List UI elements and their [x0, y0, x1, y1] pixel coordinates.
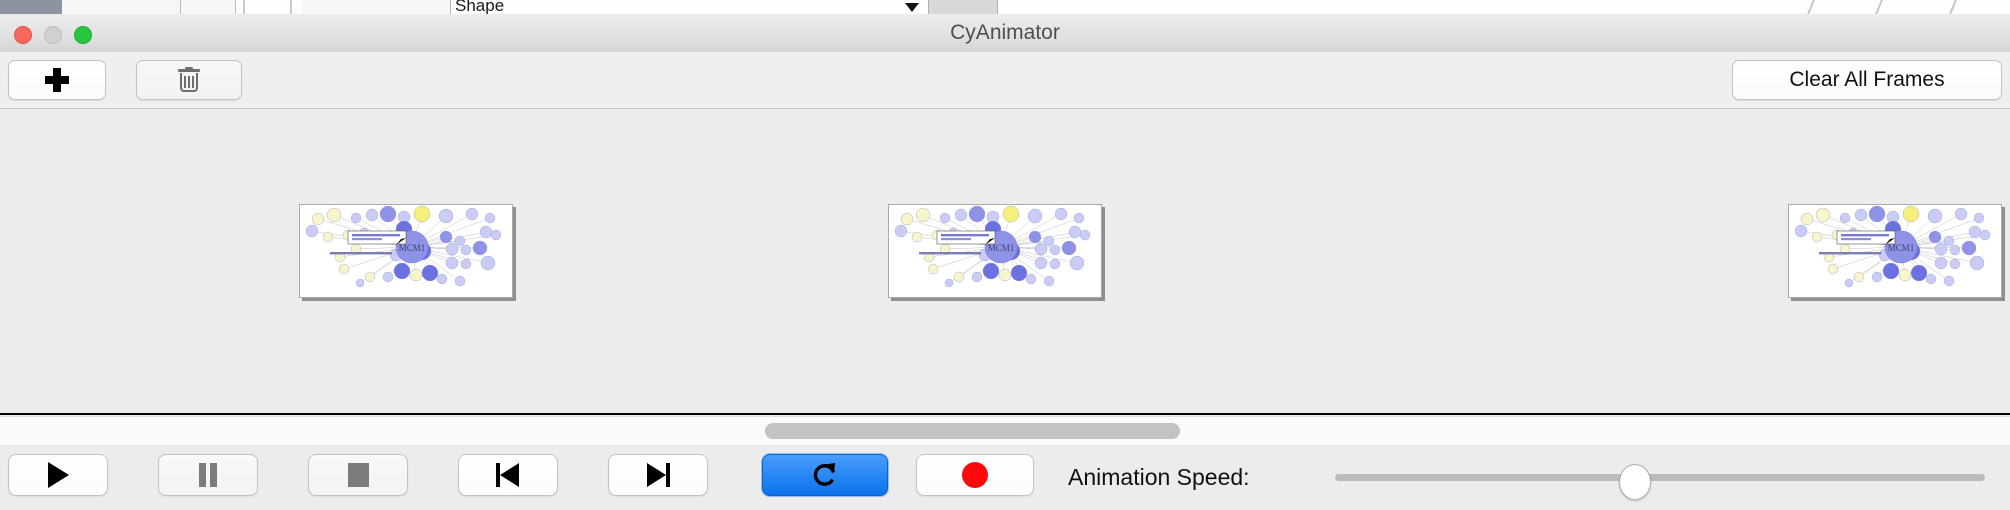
slider-thumb[interactable] [1619, 464, 1651, 500]
frame-thumbnail-2[interactable]: MCM1 [888, 204, 1102, 298]
background-window-diagonal [1875, 0, 1925, 14]
horizontal-scrollbar-track[interactable] [0, 416, 2010, 446]
toolbar: Clear All Frames [0, 52, 2010, 109]
background-window-cursor-icon [905, 3, 919, 12]
stop-icon [347, 463, 369, 487]
record-icon [962, 462, 988, 488]
stop-button[interactable] [308, 454, 408, 496]
svg-text:MCM1: MCM1 [988, 243, 1015, 253]
pause-icon [198, 463, 218, 487]
background-window-label: Shape [455, 0, 505, 14]
clear-all-frames-button[interactable]: Clear All Frames [1732, 60, 2002, 100]
background-window-cell [302, 0, 451, 14]
play-icon [47, 462, 69, 488]
slider-track[interactable] [1335, 474, 1985, 481]
animation-speed-slider[interactable] [1335, 445, 1985, 510]
svg-text:MCM1: MCM1 [1888, 243, 1915, 253]
trash-icon [178, 67, 200, 93]
svg-text:MCM1: MCM1 [399, 243, 426, 253]
background-window-diagonal [1949, 0, 1999, 14]
frame-thumbnail-1[interactable]: MCM1 [299, 204, 513, 298]
background-window-divider [290, 0, 292, 14]
frame-thumbnail-3[interactable]: MCM1 [1788, 204, 2002, 298]
background-window-cell [62, 0, 181, 14]
background-window-toolbar-chip [0, 0, 62, 14]
skip-to-start-button[interactable] [458, 454, 558, 496]
pause-button[interactable] [158, 454, 258, 496]
play-button[interactable] [8, 454, 108, 496]
maximize-button[interactable] [74, 26, 92, 44]
record-button[interactable] [916, 454, 1034, 496]
animation-speed-label: Animation Speed: [1068, 464, 1250, 490]
background-window-diagonal [1807, 0, 1857, 14]
loop-button[interactable] [762, 454, 888, 496]
background-window-strip: Shape [0, 0, 2010, 14]
transport-bar: Animation Speed: [0, 445, 2010, 510]
timeline-axis [0, 413, 2010, 415]
plus-icon [44, 67, 70, 93]
delete-frame-button[interactable] [136, 60, 242, 100]
title-bar: CyAnimator [0, 14, 2010, 53]
background-window-selected-cell [928, 0, 998, 14]
skip-to-end-button[interactable] [608, 454, 708, 496]
horizontal-scrollbar-thumb[interactable] [765, 423, 1180, 439]
timeline-panel[interactable]: MCM1 MCM1 MCM1 2131415161718 Seconds [0, 109, 2010, 415]
close-button[interactable] [14, 26, 32, 44]
add-frame-button[interactable] [8, 60, 106, 100]
window-title: CyAnimator [950, 21, 1060, 44]
skip-forward-icon [646, 463, 670, 487]
background-window-divider [243, 0, 245, 14]
minimize-button[interactable] [44, 26, 62, 44]
loop-icon [810, 460, 840, 490]
background-window-cell [181, 0, 236, 14]
skip-back-icon [496, 463, 520, 487]
